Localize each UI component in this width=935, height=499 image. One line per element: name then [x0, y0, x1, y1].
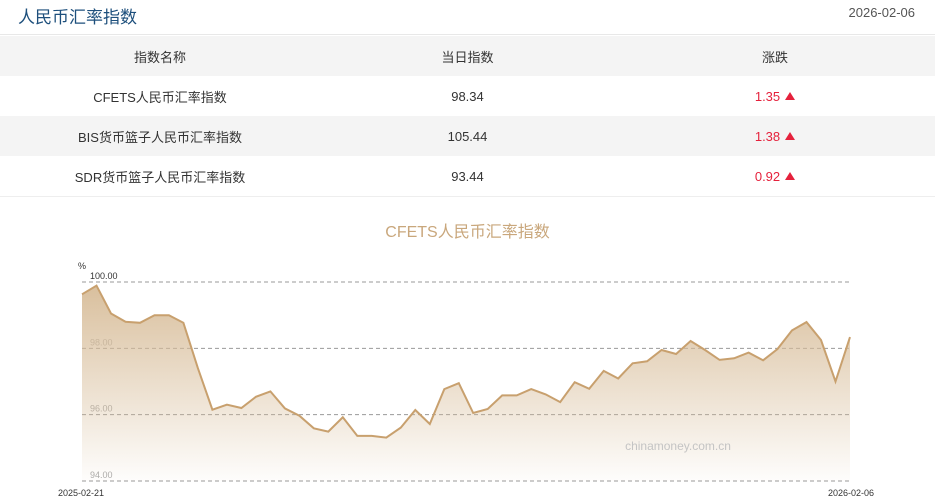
index-change: 1.35 [754, 88, 781, 104]
index-change-cell: 1.35 [615, 76, 935, 116]
index-change: 0.92 [754, 168, 781, 184]
column-header-name: 指数名称 [0, 36, 320, 76]
index-change-cell: 1.38 [615, 116, 935, 156]
column-header-value: 当日指数 [320, 36, 615, 76]
x-start-label: 2025-02-21 [58, 488, 104, 498]
chart-title: CFETS人民币汇率指数 [385, 224, 550, 241]
index-change-cell: 0.92 [615, 156, 935, 197]
index-change: 1.38 [754, 128, 781, 144]
up-arrow-icon [785, 171, 796, 180]
cfets-chart: 100.0098.0096.0094.00 chinamoney.com.cn … [58, 261, 874, 498]
column-header-change: 涨跌 [615, 36, 935, 76]
x-end-label: 2026-02-06 [828, 488, 874, 498]
index-value: 105.44 [320, 116, 615, 156]
page-title: 人民币汇率指数 [18, 8, 137, 27]
table-row: CFETS人民币汇率指数 98.34 1.35 [0, 76, 935, 116]
index-name: CFETS人民币汇率指数 [93, 89, 227, 105]
update-date: 2026-02-06 [848, 5, 916, 20]
index-value: 98.34 [451, 88, 484, 104]
y-tick-label: 100.00 [90, 271, 118, 281]
divider [0, 34, 935, 35]
index-value: 93.44 [320, 156, 615, 197]
table-row: BIS货币篮子人民币汇率指数 105.44 1.38 [0, 116, 935, 156]
index-name: BIS货币篮子人民币汇率指数 [0, 116, 320, 156]
up-arrow-icon [785, 131, 796, 140]
y-unit-label: % [78, 261, 86, 271]
watermark: chinamoney.com.cn [625, 439, 731, 453]
area-fill [82, 285, 850, 481]
table-row: SDR货币篮子人民币汇率指数 93.44 0.92 [0, 156, 935, 197]
index-table: 指数名称 当日指数 涨跌 CFETS人民币汇率指数 98.34 1.35 BIS… [0, 36, 935, 197]
index-name: SDR货币篮子人民币汇率指数 [0, 156, 320, 197]
table-header-row: 指数名称 当日指数 涨跌 [0, 36, 935, 76]
up-arrow-icon [785, 91, 796, 100]
series-line [81, 284, 851, 439]
